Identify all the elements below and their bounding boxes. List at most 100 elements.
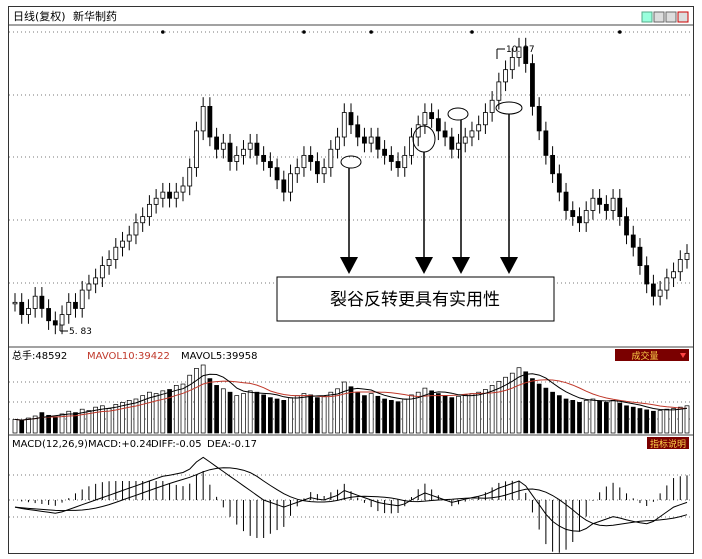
candle-body xyxy=(355,124,361,138)
candle-body xyxy=(550,154,555,175)
candle-body xyxy=(469,130,475,138)
volume-bar xyxy=(489,385,495,434)
volume-bar xyxy=(59,413,65,434)
candle-body xyxy=(644,265,650,285)
candle-body xyxy=(241,148,246,156)
candle-body xyxy=(79,289,85,309)
volume-bar xyxy=(261,394,266,434)
candle-body xyxy=(99,265,105,279)
volume-bar xyxy=(684,405,690,434)
candle-body xyxy=(415,124,421,138)
volume-bar xyxy=(39,412,45,434)
volume-ma10-line xyxy=(14,379,688,421)
candle-body xyxy=(523,46,529,64)
chart-title: 日线(复权) xyxy=(13,9,66,23)
indicator-help-button[interactable]: 指标说明 xyxy=(647,437,689,450)
volume-bar xyxy=(79,408,85,434)
layout-icon[interactable] xyxy=(641,11,653,23)
volume-indicator-button[interactable]: 成交量 xyxy=(615,349,689,362)
volume-bar xyxy=(503,376,508,434)
volume-bar xyxy=(180,383,186,434)
candle-body xyxy=(375,136,381,150)
candle-body xyxy=(677,259,683,273)
volume-bar xyxy=(536,383,542,434)
candle-body xyxy=(530,63,535,107)
candle-body xyxy=(577,216,582,224)
candle-body xyxy=(617,197,623,218)
candle-body xyxy=(39,295,45,309)
volume-bar xyxy=(220,388,226,434)
candle-body xyxy=(556,173,562,193)
volume-indicator-label: 成交量 xyxy=(631,350,658,362)
candle-body xyxy=(462,136,468,144)
event-marker xyxy=(369,30,373,34)
volume-bar xyxy=(348,386,354,434)
volume-bar xyxy=(32,415,38,434)
volume-bars xyxy=(12,364,690,434)
volume-bar xyxy=(274,398,280,434)
candle-body xyxy=(456,142,461,150)
scroll-icon[interactable] xyxy=(665,11,677,23)
arrowhead-3 xyxy=(452,257,470,274)
volume-bar xyxy=(321,395,327,434)
volume-bar xyxy=(556,395,562,434)
candle-body xyxy=(167,191,172,199)
candle-body xyxy=(294,167,300,175)
volume-bar xyxy=(583,400,589,434)
candle-body xyxy=(583,210,589,224)
volume-bar xyxy=(335,388,340,434)
event-marker xyxy=(618,30,622,34)
candle-body xyxy=(590,197,596,211)
volume-bar xyxy=(469,393,475,434)
candle-body xyxy=(476,124,482,132)
candle-body xyxy=(563,191,569,211)
candle-body xyxy=(496,81,502,101)
volume-bar xyxy=(254,391,260,434)
volume-bar xyxy=(509,372,515,434)
candle-body xyxy=(220,142,226,150)
candle-body xyxy=(482,112,488,126)
candle-body xyxy=(362,136,367,144)
volume-bar xyxy=(113,404,119,434)
candle-body xyxy=(227,142,233,162)
candle-body xyxy=(516,46,522,58)
volume-bar xyxy=(234,395,240,434)
close-icon[interactable] xyxy=(677,11,689,23)
volume-bar xyxy=(630,406,636,434)
macd-dea-label: DEA:-0.17 xyxy=(207,439,257,450)
arrowhead-1 xyxy=(340,257,358,274)
volume-bar xyxy=(610,400,616,434)
macd-histogram xyxy=(21,470,688,553)
candle-body xyxy=(610,197,616,211)
volume-bar xyxy=(442,395,448,434)
callout-text: 裂谷反转更具有实用性 xyxy=(330,290,500,310)
candle-body xyxy=(388,154,394,162)
volume-bar xyxy=(26,417,31,434)
candle-body xyxy=(32,295,38,309)
candle-body xyxy=(180,185,186,193)
macd-dea-line xyxy=(14,467,688,527)
price-candles xyxy=(12,37,690,335)
candle-body xyxy=(449,136,455,150)
volume-bar xyxy=(651,410,656,434)
arrowhead-4 xyxy=(500,257,518,274)
candle-body xyxy=(52,320,58,326)
candle-body xyxy=(301,154,307,169)
price-gridlines xyxy=(9,31,693,284)
window-icon[interactable] xyxy=(653,11,665,23)
candle-body xyxy=(281,179,287,193)
volume-bar xyxy=(160,390,166,434)
candle-body xyxy=(73,301,78,309)
volume-bar xyxy=(543,387,549,434)
candle-body xyxy=(261,154,267,162)
candle-body xyxy=(543,130,549,156)
candle-body xyxy=(194,130,199,169)
candle-body xyxy=(509,57,515,71)
volume-bar xyxy=(207,378,213,434)
volume-bar xyxy=(563,398,569,434)
candle-body xyxy=(140,216,146,224)
candle-body xyxy=(214,136,220,150)
candle-body xyxy=(637,246,643,267)
volume-bar xyxy=(409,394,414,434)
candle-body xyxy=(624,216,629,236)
